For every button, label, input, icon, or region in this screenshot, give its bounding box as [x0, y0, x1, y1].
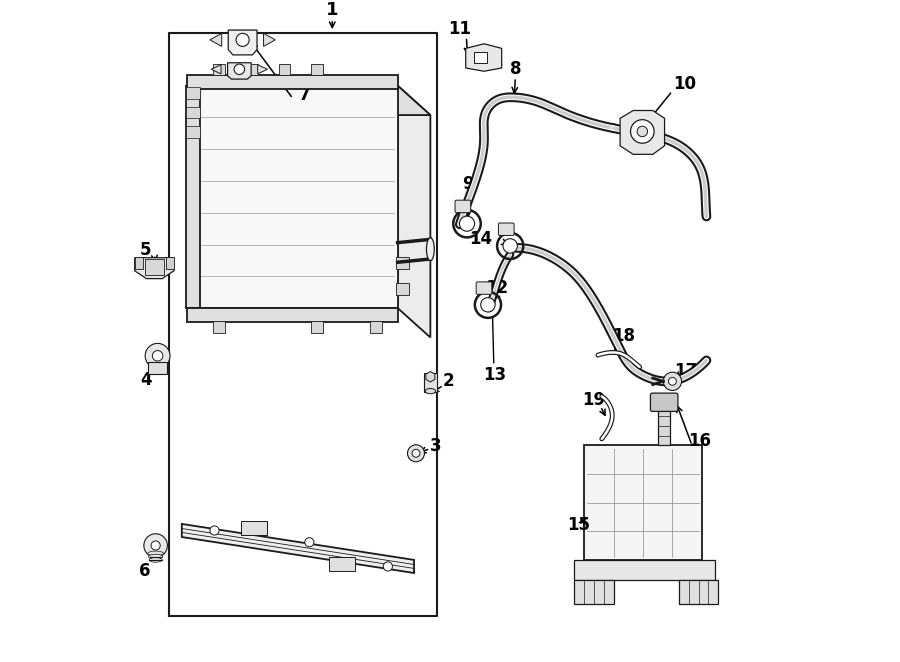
Text: 9: 9 — [462, 175, 473, 193]
FancyBboxPatch shape — [396, 257, 410, 269]
FancyBboxPatch shape — [145, 259, 164, 275]
FancyBboxPatch shape — [246, 64, 257, 75]
FancyBboxPatch shape — [213, 321, 225, 333]
Polygon shape — [465, 44, 501, 71]
FancyBboxPatch shape — [311, 64, 323, 75]
Text: 11: 11 — [448, 21, 472, 38]
FancyBboxPatch shape — [185, 87, 200, 99]
Text: 16: 16 — [688, 432, 711, 450]
Circle shape — [637, 126, 648, 136]
Polygon shape — [620, 111, 664, 154]
FancyBboxPatch shape — [311, 321, 323, 333]
Circle shape — [412, 449, 420, 457]
Circle shape — [631, 120, 654, 143]
Circle shape — [305, 538, 314, 547]
Polygon shape — [257, 65, 267, 74]
Polygon shape — [187, 85, 398, 308]
Text: 4: 4 — [140, 371, 152, 389]
Text: 14: 14 — [469, 230, 492, 248]
Polygon shape — [574, 579, 614, 604]
Polygon shape — [210, 33, 221, 46]
Polygon shape — [679, 579, 718, 604]
FancyBboxPatch shape — [187, 308, 398, 322]
FancyBboxPatch shape — [279, 64, 291, 75]
Circle shape — [144, 534, 167, 557]
Text: 6: 6 — [140, 562, 151, 580]
Text: 1: 1 — [326, 1, 338, 19]
FancyBboxPatch shape — [584, 446, 702, 560]
Polygon shape — [212, 65, 221, 74]
Text: 3: 3 — [430, 437, 441, 455]
Polygon shape — [426, 371, 435, 382]
Text: 15: 15 — [567, 516, 590, 534]
FancyBboxPatch shape — [329, 557, 356, 571]
Text: 12: 12 — [485, 279, 508, 297]
Polygon shape — [187, 85, 430, 115]
Polygon shape — [229, 30, 257, 55]
Circle shape — [481, 298, 495, 312]
FancyBboxPatch shape — [240, 520, 266, 535]
Text: 7: 7 — [299, 86, 310, 104]
Text: 5: 5 — [140, 242, 151, 260]
FancyBboxPatch shape — [455, 200, 471, 213]
Circle shape — [145, 344, 170, 368]
Text: 13: 13 — [483, 366, 506, 384]
FancyBboxPatch shape — [148, 362, 167, 374]
Text: 2: 2 — [443, 372, 454, 391]
Text: 19: 19 — [582, 391, 606, 408]
Circle shape — [663, 372, 681, 391]
Circle shape — [408, 445, 425, 462]
FancyBboxPatch shape — [185, 126, 200, 138]
Circle shape — [210, 526, 219, 535]
Ellipse shape — [427, 238, 435, 261]
Text: 18: 18 — [613, 326, 635, 344]
Polygon shape — [574, 560, 715, 579]
FancyBboxPatch shape — [476, 282, 492, 295]
FancyBboxPatch shape — [424, 373, 436, 392]
Circle shape — [383, 562, 392, 571]
Ellipse shape — [149, 557, 162, 562]
Circle shape — [152, 351, 163, 361]
FancyBboxPatch shape — [185, 107, 200, 118]
Circle shape — [503, 239, 517, 253]
FancyBboxPatch shape — [185, 85, 200, 308]
Polygon shape — [182, 524, 414, 573]
FancyBboxPatch shape — [658, 405, 670, 446]
Polygon shape — [264, 33, 275, 46]
Ellipse shape — [425, 389, 436, 394]
FancyBboxPatch shape — [135, 257, 142, 269]
Polygon shape — [398, 85, 430, 338]
Circle shape — [460, 216, 474, 231]
FancyBboxPatch shape — [473, 52, 487, 64]
Text: 17: 17 — [674, 362, 698, 380]
FancyBboxPatch shape — [213, 64, 225, 75]
FancyBboxPatch shape — [651, 393, 678, 411]
FancyBboxPatch shape — [499, 223, 514, 236]
Circle shape — [151, 541, 160, 550]
Ellipse shape — [148, 554, 163, 559]
Circle shape — [236, 33, 249, 46]
Polygon shape — [228, 63, 251, 79]
Ellipse shape — [148, 551, 164, 555]
FancyBboxPatch shape — [187, 75, 398, 89]
FancyBboxPatch shape — [370, 321, 382, 333]
Circle shape — [234, 64, 245, 75]
Circle shape — [669, 377, 676, 385]
Text: 8: 8 — [510, 60, 522, 78]
Text: 10: 10 — [672, 75, 696, 93]
FancyBboxPatch shape — [396, 283, 410, 295]
FancyBboxPatch shape — [166, 257, 174, 269]
Polygon shape — [135, 258, 174, 279]
